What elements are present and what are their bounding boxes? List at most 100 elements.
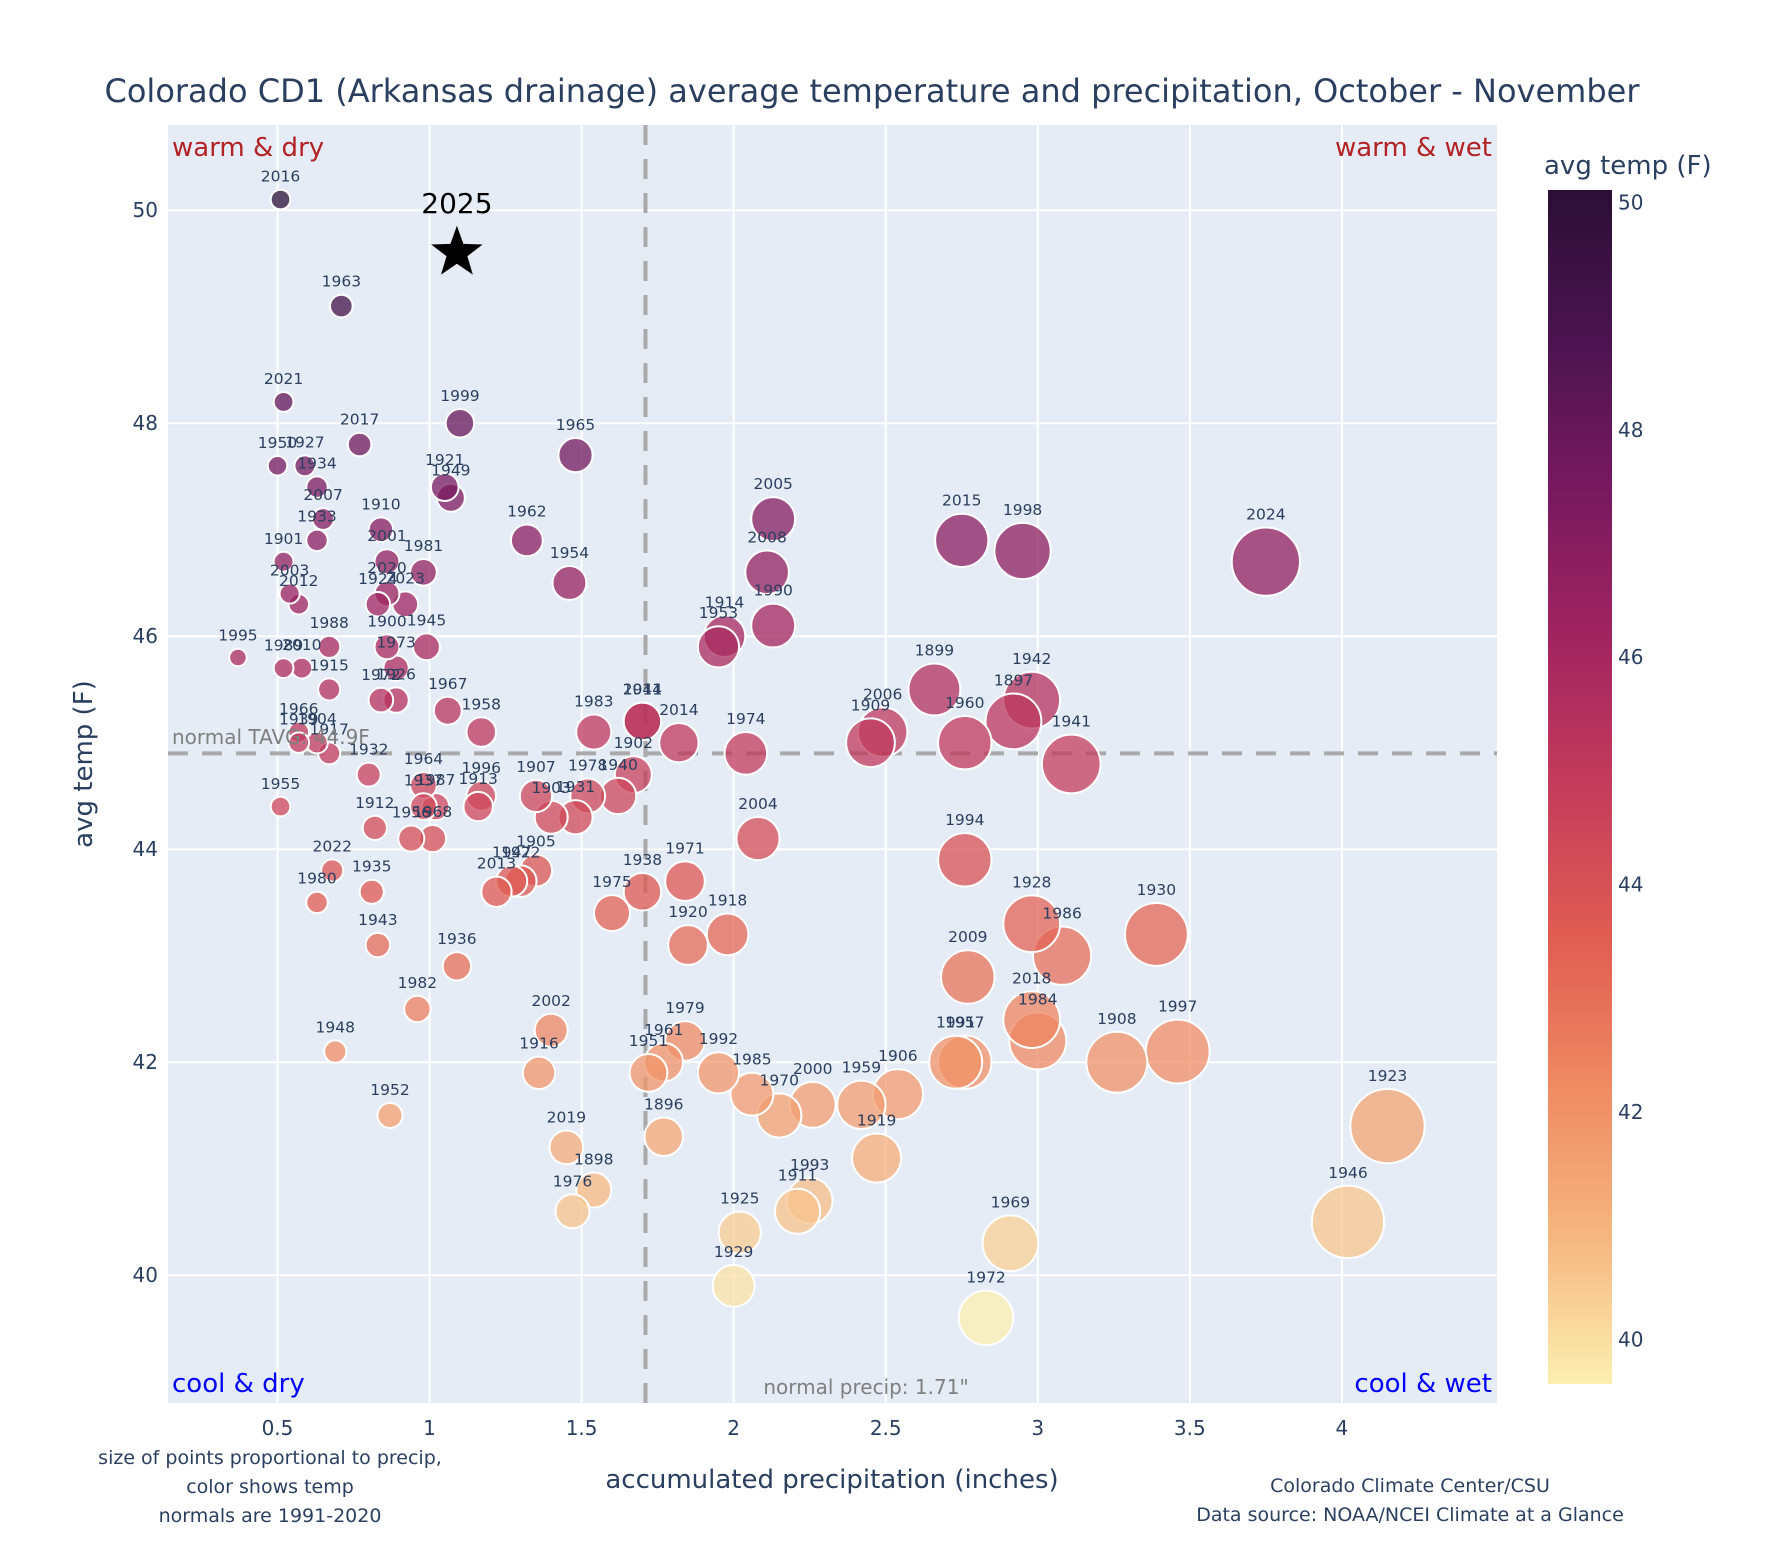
- footnote-left-1: size of points proportional to precip,: [98, 1447, 442, 1469]
- point-label: 2008: [747, 528, 786, 546]
- point-label: 1998: [1003, 501, 1042, 519]
- data-point-1909: [845, 717, 896, 769]
- x-tick-label: 1: [423, 1416, 436, 1440]
- point-label: 1935: [352, 858, 391, 876]
- point-label: 1996: [462, 759, 501, 777]
- point-label: 1957: [945, 1014, 984, 1032]
- point-label: 1954: [550, 544, 589, 562]
- data-point-1950: [266, 455, 289, 477]
- data-points: [228, 188, 1426, 1347]
- data-point-1982: [403, 994, 432, 1024]
- point-label: 2023: [385, 569, 424, 587]
- data-point-1933: [305, 528, 329, 553]
- footnote-left-3: normals are 1991-2020: [159, 1505, 382, 1527]
- data-point-2013: [480, 875, 513, 908]
- data-point-1932: [355, 761, 382, 788]
- point-label: 1959: [842, 1059, 881, 1077]
- point-label: 1983: [574, 693, 613, 711]
- data-point-1935: [358, 878, 385, 905]
- data-point-1907: [518, 778, 554, 814]
- point-label: 1898: [574, 1150, 613, 1168]
- data-point-1990: [750, 602, 797, 649]
- data-point-1997: [1144, 1018, 1211, 1085]
- point-label: 1981: [404, 537, 443, 555]
- point-label: 1907: [516, 758, 555, 776]
- data-point-1981: [409, 557, 438, 587]
- point-label: 2016: [261, 168, 300, 186]
- point-label: 1924: [358, 570, 397, 588]
- point-label: 2001: [367, 527, 406, 545]
- data-point-2018: [1002, 990, 1062, 1049]
- point-label: 1923: [1368, 1067, 1407, 1085]
- point-label: 1913: [458, 770, 497, 788]
- y-tick-label: 44: [133, 837, 158, 861]
- point-label: 1896: [644, 1095, 683, 1113]
- data-point-1974: [723, 731, 769, 776]
- data-point-1941: [1040, 733, 1102, 795]
- data-point-1951: [628, 1052, 669, 1093]
- point-label: 1912: [355, 794, 394, 812]
- data-point-1972: [367, 686, 395, 714]
- x-tick-label: 2: [727, 1416, 740, 1440]
- point-label: 1967: [428, 675, 467, 693]
- data-point-1959: [836, 1079, 887, 1130]
- point-label: 1971: [665, 839, 704, 857]
- point-label: 1982: [398, 974, 437, 992]
- point-label: 2003: [270, 562, 309, 580]
- point-label: 1908: [1097, 1010, 1136, 1028]
- quadrant-label-warm-dry: warm & dry: [172, 133, 324, 163]
- point-label: 1955: [261, 775, 300, 793]
- data-point-1995: [228, 647, 248, 668]
- data-point-1911: [773, 1187, 822, 1235]
- point-label: 1903: [531, 779, 570, 797]
- data-point-2004: [735, 815, 781, 862]
- point-label: 1928: [1012, 873, 1051, 891]
- data-point-2021: [272, 391, 295, 413]
- point-label: 1902: [614, 734, 653, 752]
- data-point-1923: [1349, 1087, 1426, 1165]
- quadrant-label-warm-wet: warm & wet: [1335, 133, 1492, 163]
- point-label: 1985: [732, 1051, 771, 1069]
- data-point-1925: [717, 1210, 762, 1255]
- point-label: 1972: [966, 1269, 1005, 1287]
- y-tick-label: 46: [133, 624, 158, 648]
- footnote-right-2: Data source: NOAA/NCEI Climate at a Glan…: [1196, 1504, 1624, 1526]
- data-point-1992: [696, 1051, 741, 1095]
- point-label: 2013: [477, 855, 516, 873]
- data-point-1998: [993, 521, 1052, 581]
- data-point-1965: [557, 437, 594, 474]
- point-label: 1949: [431, 462, 470, 480]
- data-point-1958: [465, 716, 498, 748]
- point-label: 2010: [282, 636, 321, 654]
- point-label: 1929: [714, 1243, 753, 1261]
- data-point-2016: [269, 188, 292, 211]
- data-point-1967: [432, 695, 463, 726]
- highlight-label: 2025: [421, 187, 492, 220]
- point-label: 1938: [623, 851, 662, 869]
- point-label: 1921: [425, 451, 464, 469]
- data-point-1962: [509, 523, 544, 558]
- data-point-1916: [521, 1055, 557, 1091]
- data-point-1918: [705, 912, 750, 957]
- point-label: 2005: [753, 475, 792, 493]
- point-label: 1961: [644, 1021, 683, 1039]
- point-label: 1920: [668, 903, 707, 921]
- data-point-2003: [278, 582, 301, 605]
- point-label: 1973: [376, 633, 415, 651]
- data-point-1969: [981, 1214, 1040, 1273]
- data-point-1924: [364, 591, 392, 618]
- point-label: 1914: [705, 593, 744, 611]
- y-tick-label: 50: [133, 198, 158, 222]
- data-point-1915: [317, 677, 342, 702]
- colorbar-tick-label: 44: [1618, 873, 1643, 897]
- colorbar-tick-label: 46: [1618, 645, 1643, 669]
- point-label: 1897: [994, 672, 1033, 690]
- data-point-2014: [658, 722, 700, 764]
- point-label: 1979: [665, 999, 704, 1017]
- data-point-2007: [311, 507, 335, 531]
- point-label: 2011: [623, 681, 662, 699]
- point-label: 1970: [760, 1071, 799, 1089]
- point-label: 1926: [376, 665, 415, 683]
- chart-title: Colorado CD1 (Arkansas drainage) average…: [105, 72, 1641, 110]
- data-point-1952: [376, 1101, 404, 1129]
